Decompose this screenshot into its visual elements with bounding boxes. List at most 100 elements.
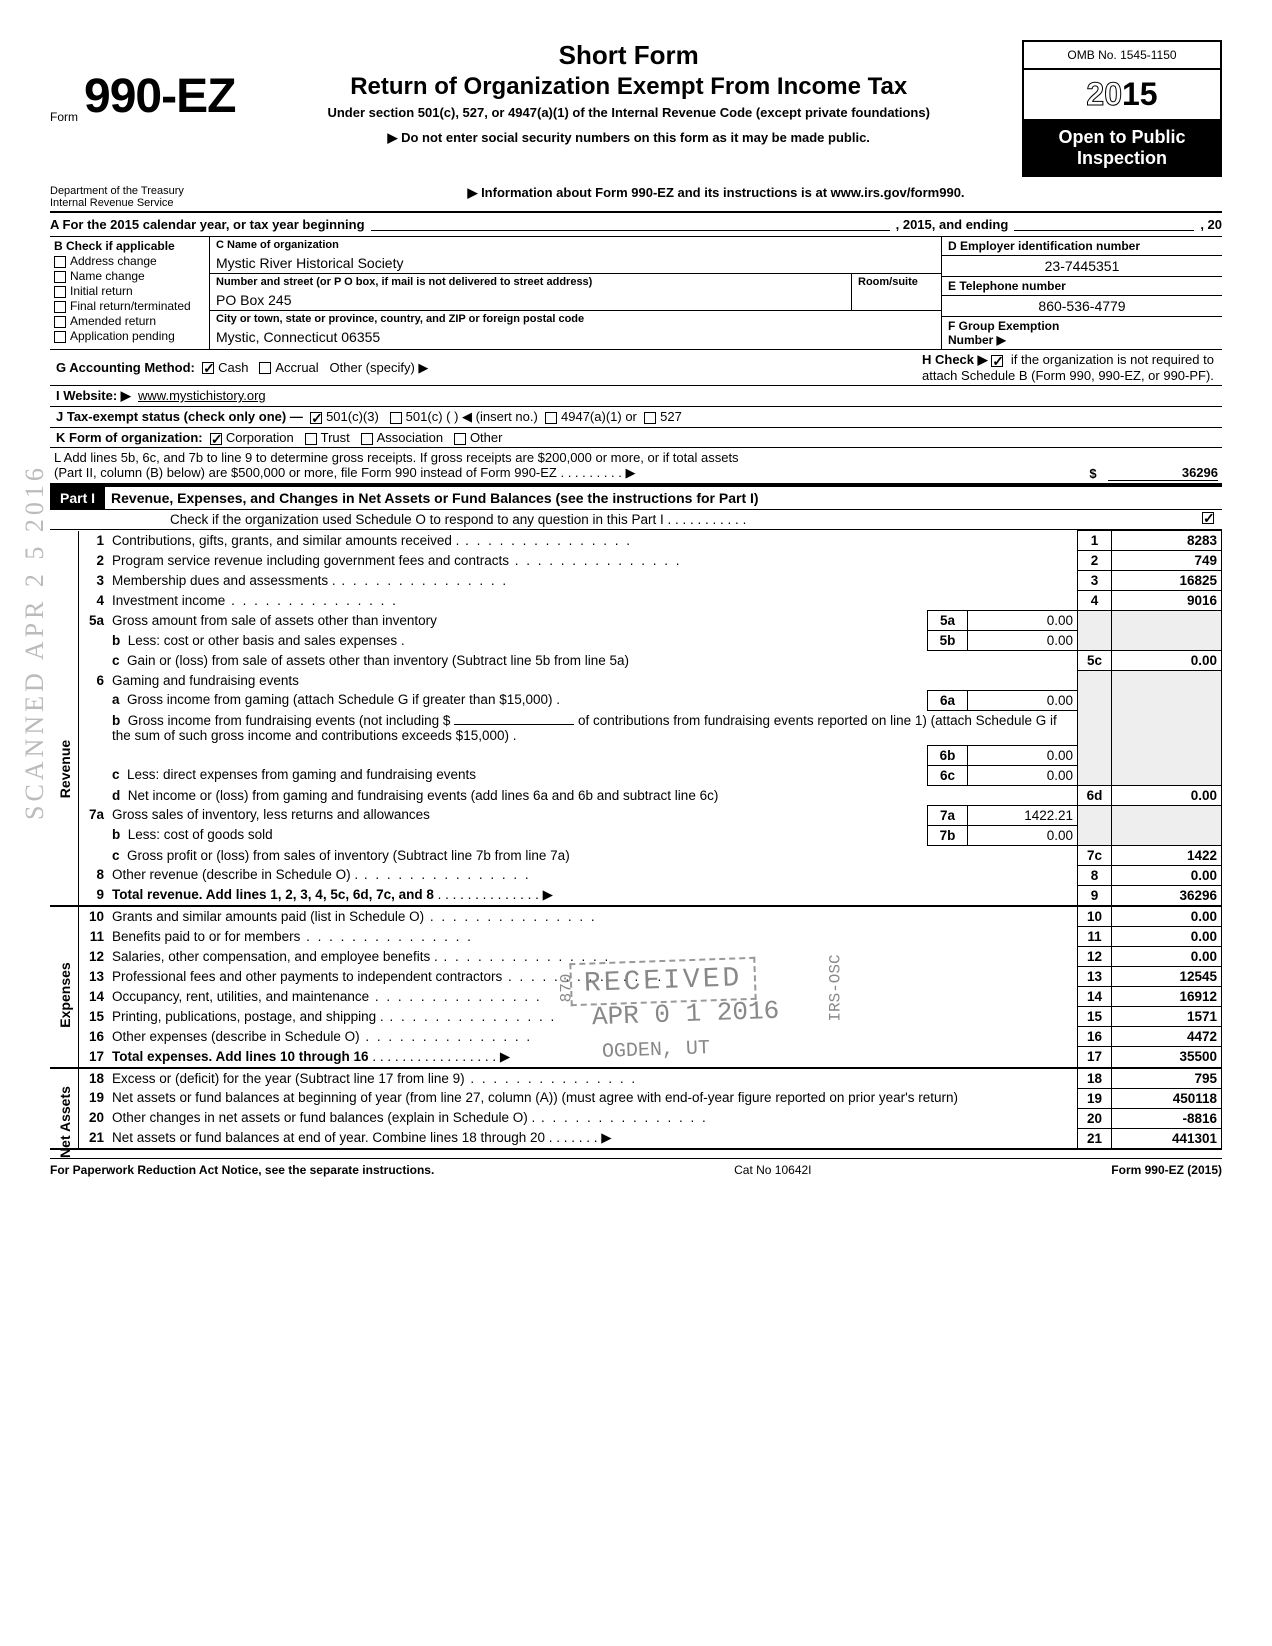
- line-a: A For the 2015 calendar year, or tax yea…: [50, 213, 1222, 237]
- chk-527[interactable]: [644, 412, 656, 424]
- row-16-val: 4472: [1112, 1027, 1222, 1047]
- row-12-val: 0.00: [1112, 947, 1222, 967]
- row-7c-val: 1422: [1112, 845, 1222, 865]
- chk-name-change[interactable]: [54, 271, 66, 283]
- top-grid: B Check if applicable Address change Nam…: [50, 237, 1222, 350]
- short-form-label: Short Form: [245, 40, 1012, 71]
- org-name: Mystic River Historical Society: [210, 253, 941, 274]
- row-11-num: 11: [78, 927, 108, 947]
- chk-amended-return[interactable]: [54, 316, 66, 328]
- row-13-desc: Professional fees and other payments to …: [108, 967, 1078, 987]
- row-10-num: 10: [78, 906, 108, 927]
- chk-other-org[interactable]: [454, 433, 466, 445]
- lbl-address-change: Address change: [70, 254, 157, 268]
- chk-initial-return[interactable]: [54, 286, 66, 298]
- form-prefix: Form: [50, 40, 78, 124]
- row-5b-bv: 0.00: [968, 631, 1078, 651]
- line-g: G Accounting Method: Cash Accrual Other …: [50, 350, 1222, 386]
- row-17-num: 17: [78, 1047, 108, 1068]
- part-1-header: Part I Revenue, Expenses, and Changes in…: [50, 485, 1222, 510]
- row-11-rn: 11: [1078, 927, 1112, 947]
- row-5c-val: 0.00: [1112, 651, 1222, 671]
- row-6c-bv: 0.00: [968, 765, 1078, 785]
- line-a-prefix: A For the 2015 calendar year, or tax yea…: [50, 217, 365, 232]
- chk-application-pending[interactable]: [54, 331, 66, 343]
- dept1: Department of the Treasury: [50, 185, 210, 197]
- chk-cash[interactable]: [202, 362, 214, 374]
- line-g-label: G Accounting Method:: [56, 360, 195, 375]
- row-7c-desc: Gross profit or (loss) from sales of inv…: [127, 848, 570, 863]
- row-6-num: 6: [78, 671, 108, 691]
- line-l-2: (Part II, column (B) below) are $500,000…: [54, 465, 1078, 481]
- chk-corporation[interactable]: [210, 433, 222, 445]
- line-h: H Check ▶ if the organization is not req…: [922, 352, 1222, 383]
- row-6d-rn: 6d: [1078, 785, 1112, 805]
- row-6a-num: a: [112, 692, 120, 707]
- lbl-insert-no: ) ◀ (insert no.): [454, 409, 538, 424]
- row-3-desc: Membership dues and assessments .: [108, 571, 1078, 591]
- line-h-label: H Check ▶: [922, 352, 988, 367]
- row-6a-box: 6a: [928, 690, 968, 710]
- org-city: Mystic, Connecticut 06355: [210, 327, 941, 347]
- lbl-527: 527: [660, 409, 682, 424]
- tax-year: 20201515: [1022, 68, 1222, 119]
- inspect-l2: Inspection: [1028, 148, 1216, 169]
- right-boxes: OMB No. 1545-1150 20201515 Open to Publi…: [1022, 40, 1222, 177]
- rot-netassets: Net Assets: [57, 1077, 73, 1167]
- row-9-val: 36296: [1112, 885, 1222, 906]
- row-12-num: 12: [78, 947, 108, 967]
- row-14-val: 16912: [1112, 987, 1222, 1007]
- chk-schedule-b[interactable]: [991, 355, 1003, 367]
- row-19-rn: 19: [1078, 1088, 1112, 1108]
- line-i-label: I Website: ▶: [56, 388, 131, 403]
- lbl-501c: 501(c) (: [406, 409, 451, 424]
- row-10-desc: Grants and similar amounts paid (list in…: [108, 906, 1078, 927]
- row-3-val: 16825: [1112, 571, 1222, 591]
- row-7a-num: 7a: [78, 805, 108, 825]
- row-13-val: 12545: [1112, 967, 1222, 987]
- row-6b-desc: Gross income from fundraising events (no…: [128, 713, 451, 728]
- row-10-val: 0.00: [1112, 906, 1222, 927]
- ein: 23-7445351: [942, 256, 1222, 277]
- row-7c-rn: 7c: [1078, 845, 1112, 865]
- chk-final-return[interactable]: [54, 301, 66, 313]
- row-5a-num: 5a: [78, 611, 108, 631]
- row-5b-desc: Less: cost or other basis and sales expe…: [128, 633, 405, 648]
- lbl-application-pending: Application pending: [70, 329, 175, 343]
- dept-row: Department of the Treasury Internal Reve…: [50, 185, 1222, 213]
- open-inspection: Open to Public Inspection: [1022, 119, 1222, 177]
- lbl-name-change: Name change: [70, 269, 145, 283]
- label-room: Room/suite: [852, 274, 941, 290]
- row-6c-num: c: [112, 767, 120, 782]
- row-3-rn: 3: [1078, 571, 1112, 591]
- row-13-rn: 13: [1078, 967, 1112, 987]
- row-8-desc: Other revenue (describe in Schedule O) .: [108, 865, 1078, 885]
- lbl-501c3: 501(c)(3): [326, 409, 379, 424]
- row-15-val: 1571: [1112, 1007, 1222, 1027]
- row-4-desc: Investment income: [108, 591, 1078, 611]
- chk-address-change[interactable]: [54, 256, 66, 268]
- row-18-desc: Excess or (deficit) for the year (Subtra…: [108, 1068, 1078, 1089]
- label-phone: E Telephone number: [942, 277, 1222, 296]
- row-20-val: -8816: [1112, 1108, 1222, 1128]
- row-5c-num: c: [112, 653, 120, 668]
- chk-accrual[interactable]: [259, 362, 271, 374]
- chk-trust[interactable]: [305, 433, 317, 445]
- title-block: Short Form Return of Organization Exempt…: [235, 40, 1022, 146]
- chk-501c3[interactable]: [310, 412, 322, 424]
- dept2: Internal Revenue Service: [50, 197, 210, 209]
- col-d-ids: D Employer identification number 23-7445…: [942, 237, 1222, 349]
- row-5b-num: b: [112, 633, 120, 648]
- row-10-rn: 10: [1078, 906, 1112, 927]
- chk-501c[interactable]: [390, 412, 402, 424]
- row-5a-desc: Gross amount from sale of assets other t…: [108, 611, 928, 631]
- col-b-checkboxes: B Check if applicable Address change Nam…: [50, 237, 210, 349]
- chk-association[interactable]: [361, 433, 373, 445]
- row-15-num: 15: [78, 1007, 108, 1027]
- rot-revenue: Revenue: [57, 724, 73, 814]
- row-7b-box: 7b: [928, 825, 968, 845]
- row-16-desc: Other expenses (describe in Schedule O): [108, 1027, 1078, 1047]
- chk-4947[interactable]: [545, 412, 557, 424]
- lbl-trust: Trust: [321, 430, 350, 445]
- chk-schedule-o[interactable]: [1202, 512, 1214, 524]
